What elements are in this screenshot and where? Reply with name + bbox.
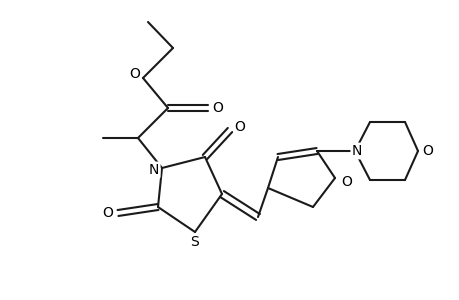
Text: O: O xyxy=(102,206,113,220)
Text: S: S xyxy=(190,235,199,249)
Text: O: O xyxy=(341,175,352,189)
Text: O: O xyxy=(234,120,245,134)
Text: O: O xyxy=(212,101,223,115)
Text: O: O xyxy=(129,67,140,81)
Text: N: N xyxy=(351,144,361,158)
Text: O: O xyxy=(422,144,432,158)
Text: N: N xyxy=(149,163,159,177)
